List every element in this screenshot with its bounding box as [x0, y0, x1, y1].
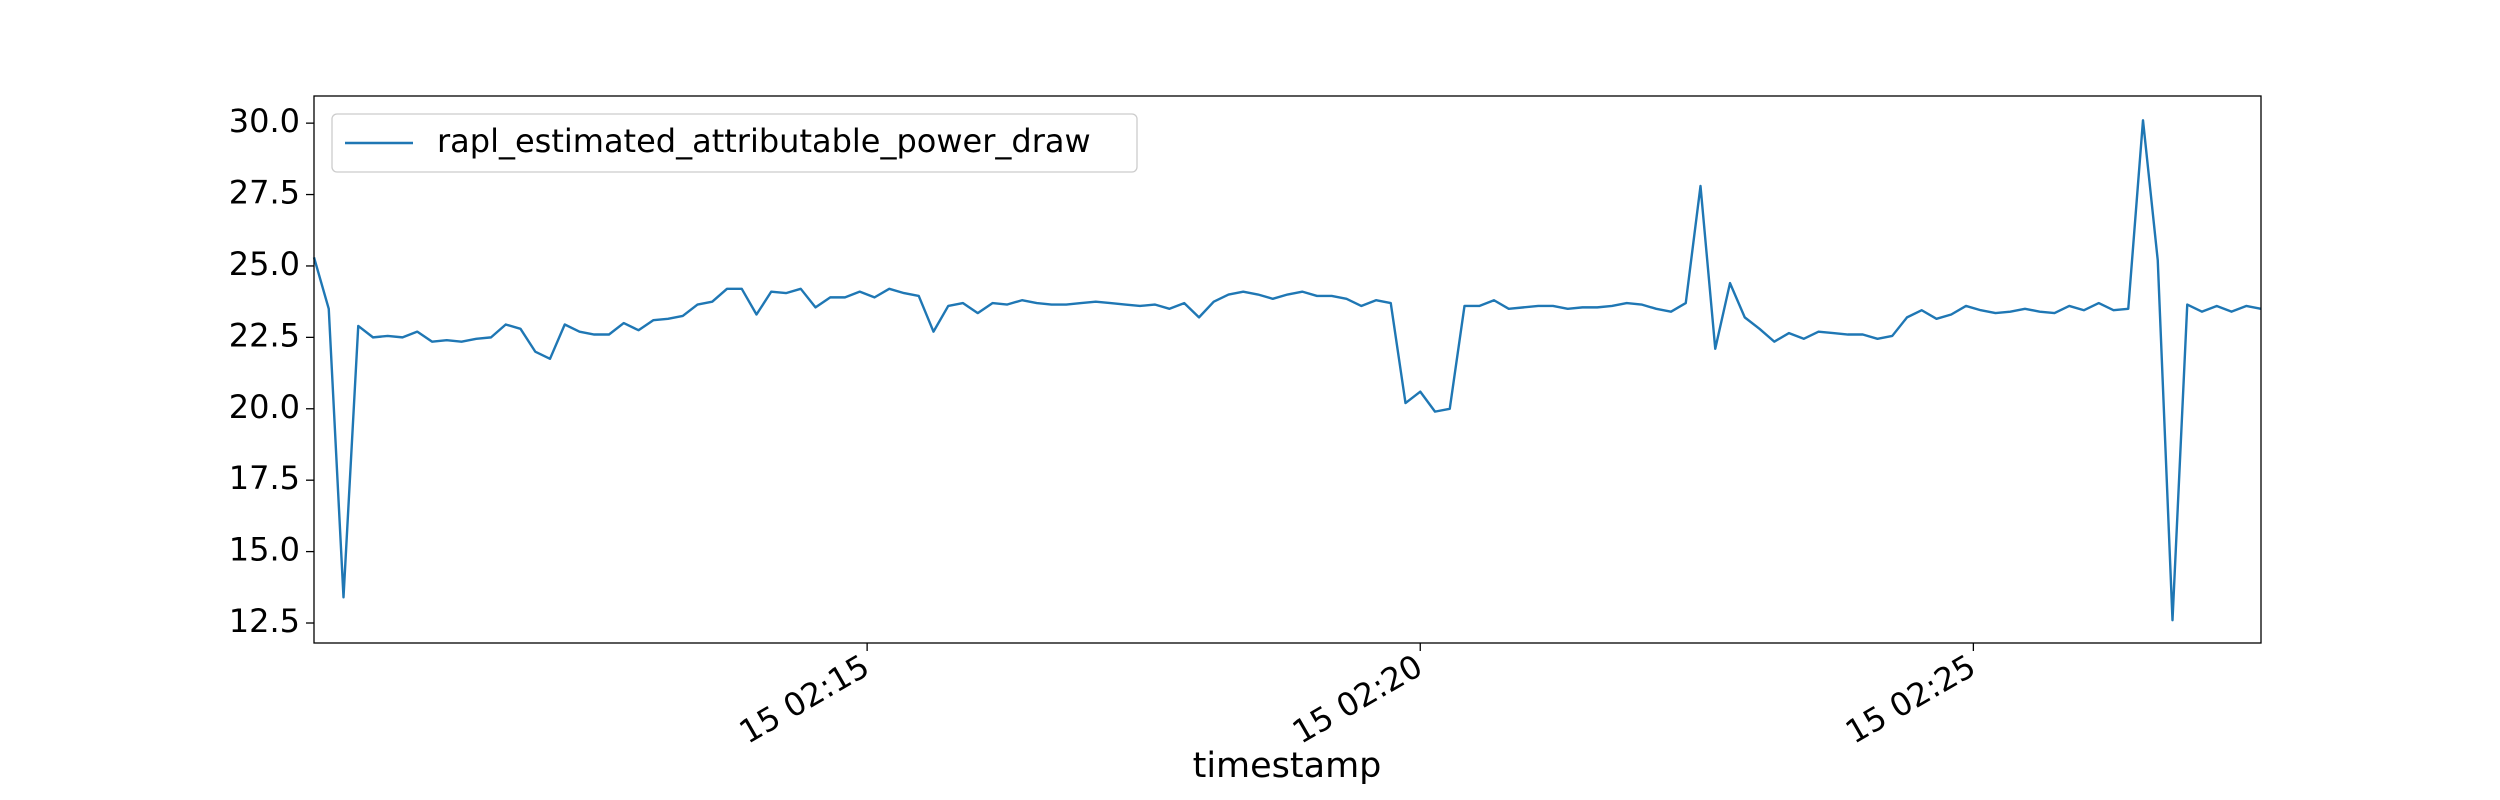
x-tick-label: 15 02:25 — [1839, 647, 1982, 751]
y-tick-label: 27.5 — [229, 174, 300, 212]
y-tick-label: 17.5 — [229, 459, 300, 497]
y-tick-label: 20.0 — [229, 388, 300, 426]
y-tick-label: 22.5 — [229, 316, 300, 354]
y-tick-label: 15.0 — [229, 531, 300, 569]
x-axis-label: timestamp — [1193, 746, 1382, 786]
data-line — [312, 119, 2262, 622]
legend-label: rapl_estimated_attributable_power_draw — [437, 122, 1091, 160]
legend-box — [331, 113, 1138, 173]
x-tick-label: 15 02:20 — [1286, 647, 1429, 751]
y-tick-label: 25.0 — [229, 245, 300, 283]
y-tick-label: 12.5 — [229, 602, 300, 640]
plot-frame — [313, 95, 2262, 644]
y-tick-label: 30.0 — [229, 102, 300, 140]
x-tick-label: 15 02:15 — [733, 647, 876, 751]
